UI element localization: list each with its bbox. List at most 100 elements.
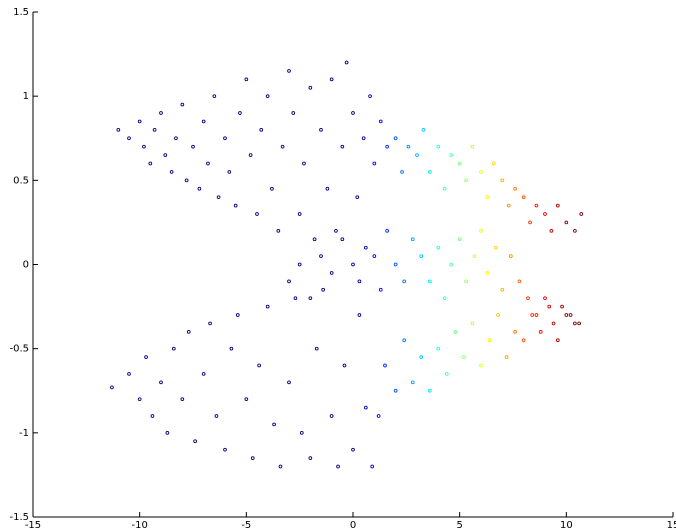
point bbox=[212, 94, 217, 99]
point bbox=[464, 178, 468, 183]
point bbox=[319, 127, 323, 132]
point bbox=[144, 355, 148, 359]
point bbox=[496, 313, 500, 317]
point bbox=[180, 397, 185, 402]
point bbox=[159, 380, 163, 385]
point bbox=[137, 119, 142, 124]
point bbox=[259, 127, 264, 132]
point bbox=[250, 456, 255, 460]
point bbox=[127, 372, 131, 376]
point bbox=[351, 111, 355, 115]
point bbox=[287, 380, 291, 385]
point bbox=[193, 439, 197, 444]
point bbox=[186, 329, 191, 334]
point bbox=[355, 195, 360, 200]
point bbox=[244, 397, 249, 402]
point bbox=[419, 355, 424, 359]
point bbox=[485, 195, 490, 200]
point bbox=[577, 321, 581, 326]
point bbox=[564, 220, 569, 225]
point bbox=[334, 228, 338, 233]
point bbox=[551, 321, 556, 326]
point bbox=[385, 228, 389, 233]
point bbox=[229, 346, 234, 351]
point bbox=[385, 144, 389, 149]
point bbox=[521, 338, 526, 343]
x-tick-label: -10 bbox=[131, 520, 147, 531]
point bbox=[517, 279, 522, 284]
point bbox=[509, 254, 513, 258]
point bbox=[568, 313, 573, 317]
point bbox=[479, 363, 483, 368]
point bbox=[549, 228, 554, 233]
y-tick-label: 0.5 bbox=[13, 175, 29, 186]
y-tick-label: 1 bbox=[23, 91, 29, 102]
point bbox=[127, 136, 131, 141]
point bbox=[427, 388, 432, 393]
point bbox=[312, 237, 317, 242]
point bbox=[152, 127, 157, 132]
point bbox=[223, 447, 227, 452]
point bbox=[357, 279, 362, 284]
point bbox=[368, 94, 372, 99]
point bbox=[421, 127, 426, 132]
point bbox=[442, 186, 447, 191]
point bbox=[351, 447, 355, 452]
y-tick-label: -0.5 bbox=[9, 344, 29, 355]
point bbox=[393, 388, 398, 393]
point bbox=[314, 346, 319, 351]
point bbox=[159, 111, 163, 115]
point bbox=[361, 136, 366, 141]
point bbox=[406, 144, 411, 149]
point bbox=[174, 136, 178, 141]
point bbox=[336, 464, 340, 469]
y-tick-label: -1 bbox=[19, 428, 29, 439]
point bbox=[370, 464, 375, 469]
x-tick-label: 5 bbox=[456, 520, 462, 531]
point bbox=[321, 287, 325, 292]
point bbox=[255, 212, 259, 216]
point bbox=[191, 144, 195, 149]
point bbox=[534, 203, 539, 208]
point bbox=[180, 102, 185, 107]
x-tick-label: 10 bbox=[560, 520, 573, 531]
point bbox=[521, 195, 526, 200]
point bbox=[555, 338, 560, 343]
point bbox=[470, 321, 475, 326]
point bbox=[291, 111, 296, 115]
point bbox=[265, 94, 270, 99]
point bbox=[513, 329, 517, 334]
point bbox=[402, 279, 407, 284]
point bbox=[137, 397, 142, 402]
point bbox=[297, 212, 302, 216]
y-tick-label: -1.5 bbox=[9, 512, 29, 523]
point bbox=[573, 321, 577, 326]
point bbox=[142, 144, 146, 149]
point bbox=[169, 170, 174, 174]
point bbox=[419, 254, 424, 258]
point bbox=[555, 203, 560, 208]
point bbox=[216, 195, 221, 200]
point bbox=[287, 69, 291, 73]
point bbox=[308, 296, 313, 301]
point bbox=[214, 414, 219, 418]
point bbox=[150, 414, 155, 418]
point bbox=[547, 304, 552, 309]
point bbox=[564, 313, 569, 317]
point bbox=[383, 363, 387, 368]
point bbox=[513, 186, 517, 191]
point bbox=[265, 304, 270, 309]
point bbox=[436, 144, 441, 149]
point bbox=[372, 254, 377, 258]
point bbox=[184, 178, 189, 183]
point bbox=[165, 430, 170, 435]
point bbox=[538, 329, 543, 334]
point bbox=[363, 245, 368, 250]
point bbox=[276, 228, 281, 233]
point bbox=[445, 372, 449, 376]
point bbox=[485, 271, 490, 275]
point bbox=[197, 186, 202, 191]
point bbox=[500, 287, 505, 292]
point bbox=[479, 170, 483, 174]
point bbox=[526, 296, 530, 301]
